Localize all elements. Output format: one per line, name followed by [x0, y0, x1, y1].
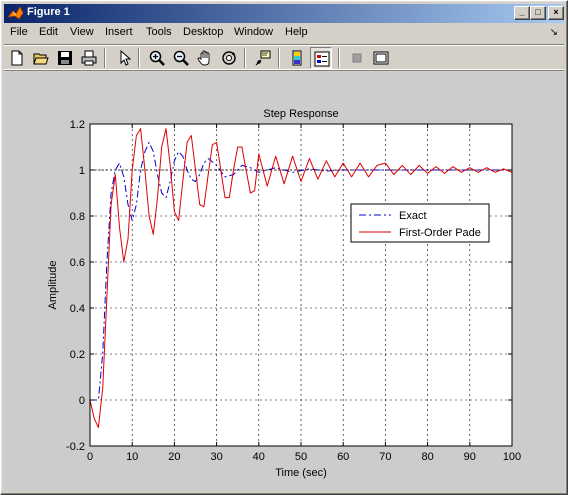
- minimize-button[interactable]: _: [514, 6, 530, 20]
- grid-lines: [90, 124, 512, 446]
- step-response-plot[interactable]: 0 10 20 30 40 50 60 70 80 90 100 -0.200.20.40.60.8…: [4, 72, 564, 491]
- rotate-3d-icon: [222, 51, 236, 65]
- series-line-exact: [90, 141, 512, 401]
- toolbar-separator: [278, 48, 280, 68]
- menu-help[interactable]: Help: [285, 26, 308, 38]
- open-file-button[interactable]: [30, 47, 52, 69]
- x-tick-label: 0: [87, 451, 93, 463]
- matlab-logo-icon: [7, 6, 24, 20]
- y-tick-label: 0.4: [70, 303, 85, 315]
- colorbar-icon: [292, 50, 302, 66]
- insert-colorbar-button[interactable]: [286, 47, 308, 69]
- legend-label-exact: Exact: [399, 210, 427, 222]
- save-button[interactable]: [54, 47, 76, 69]
- x-tick-labels: 0 10 20 30 40 50 60 70 80 90 100: [87, 451, 521, 463]
- toolbar-separator: [138, 48, 140, 68]
- zoom-in-icon: [149, 50, 165, 66]
- x-axis-label: Time (sec): [275, 467, 327, 479]
- maximize-button[interactable]: □: [530, 6, 546, 20]
- series-line-pade: [89, 128, 513, 429]
- insert-legend-button[interactable]: [310, 47, 332, 69]
- y-tick-label: -0.2: [66, 441, 85, 453]
- new-figure-button[interactable]: [6, 47, 28, 69]
- pan-button[interactable]: [194, 47, 216, 69]
- pan-hand-icon: [197, 50, 210, 66]
- toolbar-separator: [338, 48, 340, 68]
- y-tick-label: 0.8: [70, 211, 85, 223]
- zoom-in-button[interactable]: [146, 47, 168, 69]
- menu-edit[interactable]: Edit: [39, 26, 58, 38]
- y-axis-label: Amplitude: [47, 261, 59, 310]
- y-tick-labels: -0.2 0 0.2 0.4 0.6 0.8 1 1.2: [66, 119, 85, 453]
- x-tick-label: 80: [421, 451, 433, 463]
- y-tick-label: 0.2: [70, 349, 85, 361]
- new-figure-icon: [11, 50, 23, 66]
- save-icon: [58, 51, 72, 65]
- menu-insert[interactable]: Insert: [105, 26, 133, 38]
- menu-bar: File Edit View Insert Tools Desktop Wind…: [4, 24, 564, 43]
- x-tick-label: 70: [379, 451, 391, 463]
- window-title: Figure 1: [27, 6, 70, 18]
- x-tick-label: 10: [126, 451, 138, 463]
- x-tick-label: 40: [253, 451, 265, 463]
- data-cursor-button[interactable]: [252, 47, 274, 69]
- series-layer: [89, 128, 513, 429]
- legend-label-pade: First-Order Pade: [399, 227, 481, 239]
- zoom-out-icon: [173, 50, 189, 66]
- dock-arrow-icon[interactable]: ↘: [549, 27, 558, 38]
- legend[interactable]: Exact First-Order Pade: [350, 203, 490, 243]
- x-tick-label: 20: [168, 451, 180, 463]
- legend-icon: [314, 51, 330, 67]
- x-tick-label: 60: [337, 451, 349, 463]
- x-tick-label: 100: [503, 451, 521, 463]
- menu-desktop[interactable]: Desktop: [183, 26, 224, 38]
- menu-tools[interactable]: Tools: [146, 26, 172, 38]
- show-plot-tools-button[interactable]: [370, 47, 392, 69]
- toolbar-separator: [244, 48, 246, 68]
- edit-plot-arrow-icon: [120, 50, 132, 66]
- close-button[interactable]: ×: [548, 6, 564, 20]
- rotate-3d-button[interactable]: [218, 47, 240, 69]
- legend-box: [350, 203, 490, 243]
- edit-plot-button[interactable]: [114, 47, 136, 69]
- figure-toolbar: [4, 44, 564, 70]
- hide-plot-tools-button[interactable]: [346, 47, 368, 69]
- x-tick-label: 90: [464, 451, 476, 463]
- y-tick-label: 1.2: [70, 119, 85, 131]
- y-tick-label: 1: [79, 165, 85, 177]
- y-tick-label: 0.6: [70, 257, 85, 269]
- y-tick-label: 0: [79, 395, 85, 407]
- menu-view[interactable]: View: [70, 26, 94, 38]
- show-plot-tools-icon: [373, 51, 389, 65]
- menu-file[interactable]: File: [10, 26, 28, 38]
- x-tick-label: 50: [295, 451, 307, 463]
- print-button[interactable]: [78, 47, 100, 69]
- menu-window[interactable]: Window: [234, 26, 274, 38]
- x-tick-label: 30: [210, 451, 222, 463]
- figure-canvas: 0 10 20 30 40 50 60 70 80 90 100 -0.2 0 0.2 0.4 0.6 0.8…: [4, 72, 564, 491]
- chart-title: Step Response: [263, 108, 338, 120]
- zoom-out-button[interactable]: [170, 47, 192, 69]
- print-icon: [81, 50, 97, 66]
- hide-plot-tools-icon: [352, 53, 362, 63]
- toolbar-separator: [104, 48, 106, 68]
- open-file-icon: [33, 53, 49, 65]
- tick-marks: [89, 123, 513, 447]
- data-cursor-icon: [255, 50, 271, 66]
- title-bar[interactable]: Figure 1 _ □ ×: [4, 4, 564, 23]
